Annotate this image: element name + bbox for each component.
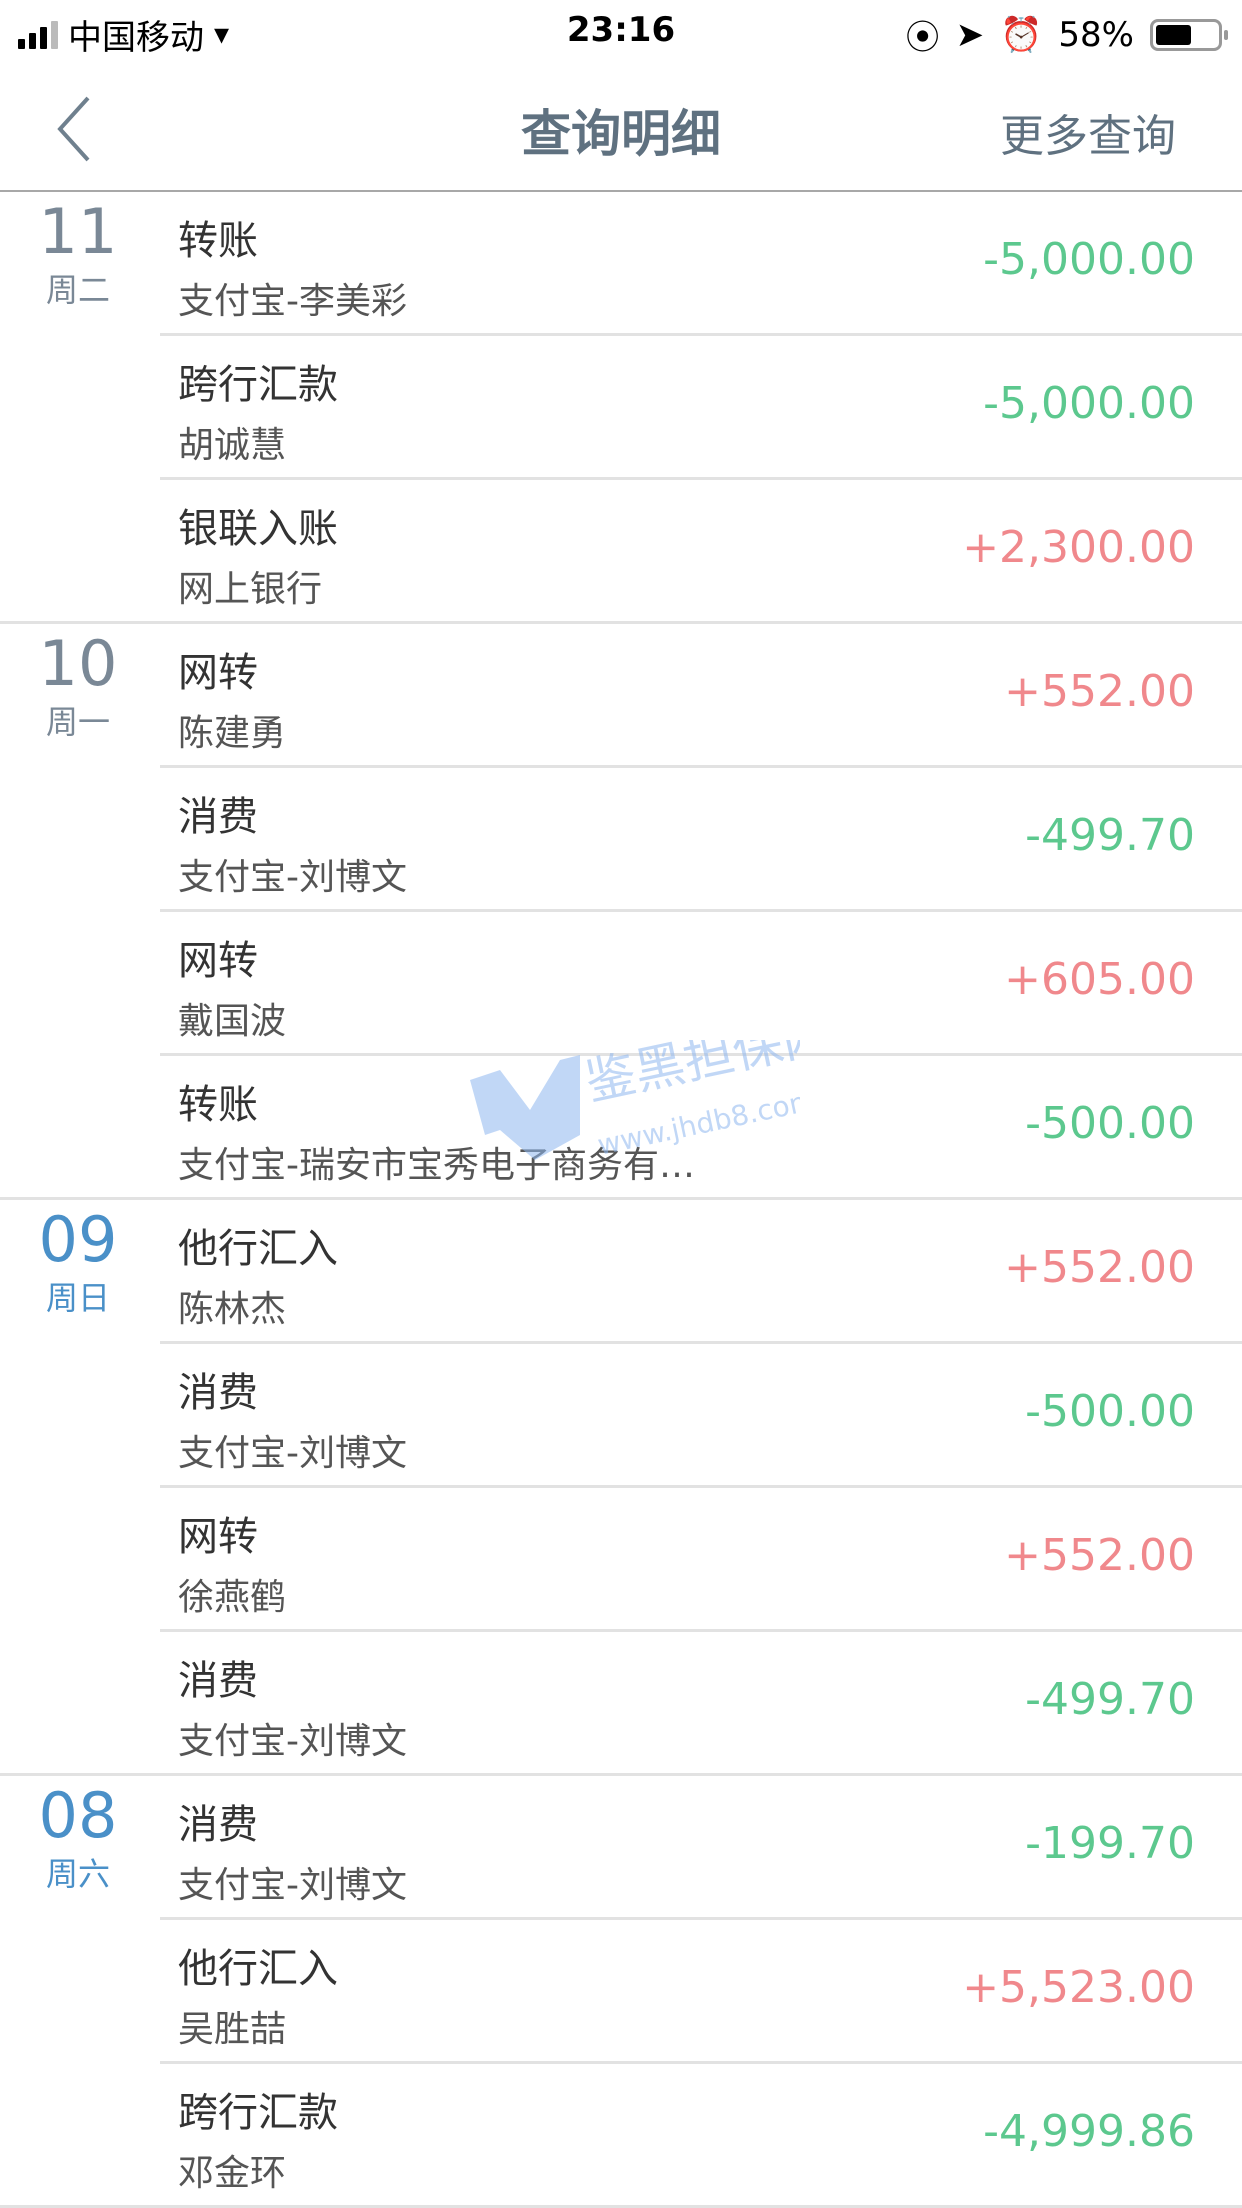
transaction-party: 支付宝-瑞安市宝秀电子商务有… [178,1145,695,1186]
transaction-row[interactable]: 网转 戴国波 +605.00 [0,912,1242,1056]
transaction-row[interactable]: 10 周一 网转 陈建勇 +552.00 [0,624,1242,768]
transaction-row[interactable]: 跨行汇款 邓金环 -4,999.86 [0,2064,1242,2208]
transaction-type: 消费 [178,794,258,840]
battery-percent: 58% [1058,14,1134,55]
transaction-row[interactable]: 银联入账 网上银行 +2,300.00 [0,480,1242,624]
transaction-amount: -4,999.86 [983,2106,1195,2157]
weekday: 周一 [45,703,110,741]
date-block: 11 周二 [0,196,156,312]
day-number: 10 [38,627,118,700]
transaction-party: 胡诚慧 [178,425,287,466]
transaction-row[interactable]: 他行汇入 吴胜喆 +5,523.00 [0,1920,1242,2064]
transaction-row[interactable]: 消费 支付宝-刘博文 -500.00 [0,1344,1242,1488]
day-number: 11 [38,195,118,268]
divider [160,1917,1242,1920]
date-block: 10 周一 [0,628,156,744]
transaction-type: 银联入账 [178,506,338,552]
transaction-row[interactable]: 网转 徐燕鹤 +552.00 [0,1488,1242,1632]
transaction-amount: +5,523.00 [962,1962,1195,2013]
transaction-party: 支付宝-刘博文 [178,1433,407,1474]
divider [0,621,1242,624]
chevron-left-icon [57,96,90,162]
transaction-party: 支付宝-李美彩 [178,281,407,322]
transaction-party: 吴胜喆 [178,2009,287,2050]
transaction-amount: +552.00 [1004,1242,1195,1293]
transaction-party: 邓金环 [178,2153,287,2194]
date-block: 08 周六 [0,1780,156,1896]
transaction-type: 消费 [178,1370,258,1416]
signal-icon [18,20,58,49]
location-icon: ➤ [955,14,985,55]
transaction-row[interactable]: 转账 支付宝-瑞安市宝秀电子商务有… -500.00 [0,1056,1242,1200]
divider [160,1341,1242,1344]
transaction-party: 支付宝-刘博文 [178,1721,407,1762]
transaction-type: 跨行汇款 [178,362,338,408]
transaction-amount: -500.00 [1025,1098,1195,1149]
nav-bar: 查询明细 更多查询 [0,64,1242,192]
divider [160,2061,1242,2064]
transaction-party: 网上银行 [178,569,323,610]
carrier: 中国移动 [68,18,204,58]
transaction-party: 支付宝-刘博文 [178,1865,407,1906]
transaction-amount: -199.70 [1025,1818,1195,1869]
transaction-party: 支付宝-刘博文 [178,857,407,898]
battery-icon [1150,18,1228,51]
transaction-row[interactable]: 跨行汇款 胡诚慧 -5,000.00 [0,336,1242,480]
back-button[interactable] [50,94,100,164]
divider [0,1773,1242,1776]
divider [160,1629,1242,1632]
divider [160,765,1242,768]
transaction-row[interactable]: 消费 支付宝-刘博文 -499.70 [0,1632,1242,1776]
transaction-type: 他行汇入 [178,1226,338,1272]
transaction-type: 转账 [178,1082,258,1128]
transaction-amount: -5,000.00 [983,378,1195,429]
transaction-amount: +552.00 [1004,1530,1195,1581]
divider [0,1197,1242,1200]
divider [160,1485,1242,1488]
transaction-amount: +552.00 [1004,666,1195,717]
divider [160,477,1242,480]
transaction-row[interactable]: 08 周六 消费 支付宝-刘博文 -199.70 [0,1776,1242,1920]
divider [160,909,1242,912]
transaction-type: 跨行汇款 [178,2090,338,2136]
transaction-amount: -5,000.00 [983,234,1195,285]
day-number: 09 [38,1203,118,1276]
transaction-party: 陈建勇 [178,713,287,754]
transaction-type: 他行汇入 [178,1946,338,1992]
transaction-amount: -500.00 [1025,1386,1195,1437]
transaction-type: 网转 [178,1514,258,1560]
page-title: 查询明细 [521,105,721,163]
transaction-row[interactable]: 消费 支付宝-刘博文 -499.70 [0,768,1242,912]
more-query-button[interactable]: 更多查询 [1000,111,1176,162]
day-number: 08 [38,1779,118,1852]
transaction-amount: -499.70 [1025,810,1195,861]
weekday: 周二 [45,271,110,309]
transaction-party: 徐燕鹤 [178,1577,287,1618]
transaction-amount: +605.00 [1004,954,1195,1005]
transaction-amount: +2,300.00 [962,522,1195,573]
divider [160,333,1242,336]
status-bar: 中国移动 ▾ 23:16 ⦿ ➤ ⏰ 58% [0,0,1242,64]
transaction-amount: -499.70 [1025,1674,1195,1725]
wifi-icon: ▾ [214,17,230,52]
transaction-type: 网转 [178,938,258,984]
transaction-party: 戴国波 [178,1001,287,1042]
transaction-row[interactable]: 11 周二 转账 支付宝-李美彩 -5,000.00 [0,192,1242,336]
orientation-lock-icon: ⦿ [905,18,940,58]
clock: 23:16 [566,10,676,50]
transaction-party: 陈林杰 [178,1289,287,1330]
divider [0,2205,1242,2208]
transaction-row[interactable]: 09 周日 他行汇入 陈林杰 +552.00 [0,1200,1242,1344]
weekday: 周日 [45,1279,110,1317]
transaction-type: 转账 [178,218,258,264]
transaction-type: 消费 [178,1658,258,1704]
divider [160,1053,1242,1056]
alarm-icon: ⏰ [1000,14,1043,55]
transaction-list: 11 周二 转账 支付宝-李美彩 -5,000.00 跨行汇款 胡诚慧 -5,000… [0,192,1242,2208]
transaction-type: 消费 [178,1802,258,1848]
date-block: 09 周日 [0,1204,156,1320]
weekday: 周六 [45,1855,110,1893]
transaction-type: 网转 [178,650,258,696]
